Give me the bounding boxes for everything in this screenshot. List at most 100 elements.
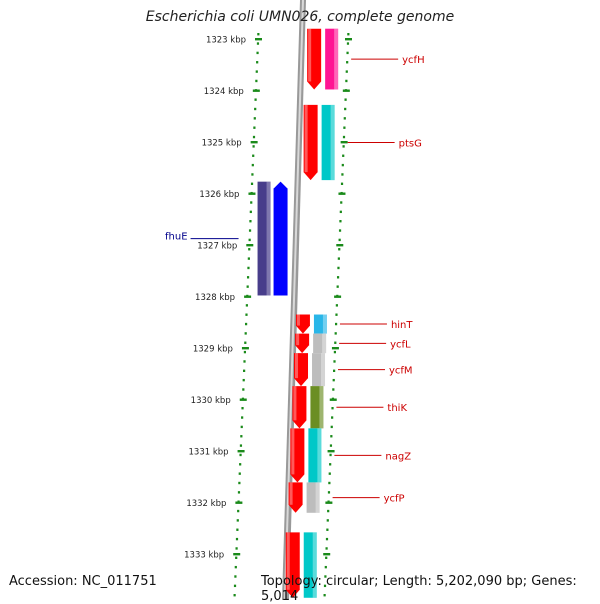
gene-arrow-shine	[308, 28, 312, 82]
gene-arrow-shine	[293, 386, 297, 421]
gene-cds-bar	[306, 482, 320, 513]
gene-label: nagZ	[385, 451, 411, 462]
gene-arrow	[307, 28, 322, 90]
guide-dot	[237, 509, 240, 513]
ruler-major-tick	[235, 501, 243, 504]
guide-dot	[253, 117, 256, 120]
gene-cds-shine	[312, 532, 317, 598]
gene-arrow-shine	[286, 532, 290, 590]
guide-dot	[330, 425, 333, 429]
map-title: Escherichia coli UMN026, complete genome	[145, 9, 455, 25]
guide-dot	[337, 266, 340, 270]
gene-label: fhuE	[165, 232, 188, 243]
ruler-major-tick-right	[345, 38, 352, 41]
gene-arrow-shine	[289, 482, 293, 505]
gene-arrow	[294, 353, 309, 387]
gene-label: ycfP	[384, 494, 405, 505]
gene-cds-shine	[322, 333, 327, 354]
ruler-major-tick-right	[340, 141, 348, 144]
guide-dot	[336, 285, 339, 288]
gene-nagZ	[290, 428, 322, 483]
guide-dot	[249, 220, 252, 223]
gene-arrow-shine	[295, 353, 299, 379]
guide-dot	[250, 182, 254, 185]
gene-ycfP	[288, 482, 320, 513]
ruler-tick-label: 1329 kbp	[193, 345, 233, 355]
guide-dot	[252, 135, 256, 139]
accession-label: Accession: NC_011751	[9, 574, 157, 589]
guide-dot	[241, 407, 244, 410]
ruler-major-tick	[233, 553, 241, 556]
gene-arrow-shine	[304, 104, 308, 173]
guide-dot	[254, 107, 257, 111]
gene-label: hinT	[391, 320, 413, 331]
guide-dot	[244, 322, 248, 326]
gene-cds-shine	[266, 181, 271, 296]
gene-ycfH	[307, 28, 339, 90]
guide-dot	[242, 378, 245, 382]
guide-dot	[251, 163, 254, 167]
guide-dot	[324, 565, 327, 569]
guide-dot	[342, 154, 345, 157]
guide-dot	[333, 350, 337, 354]
gene-cds-bar	[325, 28, 339, 90]
gene-arrow	[288, 482, 303, 513]
gene-hinT	[295, 314, 327, 334]
guide-dot	[246, 285, 249, 288]
ruler-major-tick	[237, 450, 245, 453]
guide-dot	[335, 304, 338, 307]
gene-cds-shine	[334, 28, 339, 90]
gene-label: thiK	[387, 403, 407, 414]
guide-dot	[346, 42, 350, 45]
ruler-major-tick-right	[334, 295, 342, 298]
ruler-ticks: 1323 kbp 1324 kbp 1325 kbp 1326 kbp 1327 kbp…	[184, 33, 352, 597]
ruler-major-tick	[248, 192, 256, 195]
ruler-major-tick-right	[342, 89, 350, 92]
guide-dot	[332, 378, 335, 382]
guide-dot	[243, 369, 246, 372]
guide-dot	[325, 547, 328, 550]
guide-dot	[334, 332, 337, 335]
ruler-major-tick	[241, 347, 249, 350]
guide-dot	[246, 276, 250, 279]
gene-cds-bar	[303, 532, 317, 598]
guide-dot	[235, 537, 239, 541]
gene-label: ycfH	[402, 55, 424, 66]
guide-dot	[249, 210, 252, 214]
guide-dot	[255, 79, 258, 83]
guide-dot	[346, 51, 349, 55]
guide-dot	[248, 229, 252, 232]
ruler-major-tick-right	[336, 244, 344, 247]
guide-dot	[339, 220, 342, 223]
guide-dot	[333, 369, 336, 372]
guide-dot	[247, 257, 250, 260]
gene-cds-bar	[313, 333, 327, 354]
gene-cds-shine	[319, 386, 324, 429]
gene-tracks	[257, 28, 339, 598]
guide-dot	[244, 341, 247, 344]
gene-ycfL	[295, 333, 327, 354]
guide-dot	[256, 61, 259, 64]
guide-dot	[343, 117, 346, 120]
guide-dot	[244, 332, 247, 335]
ruler-tick-label: 1333 kbp	[184, 551, 224, 561]
gene-cds-shine	[322, 314, 327, 334]
ruler-tick-label: 1325 kbp	[202, 139, 242, 149]
gene-arrow	[295, 314, 310, 334]
ruler-tick-label: 1324 kbp	[204, 87, 244, 97]
ruler-major-tick	[246, 244, 254, 247]
gene-ptsG	[303, 104, 335, 181]
guide-dot	[250, 201, 253, 204]
ruler-tick-label: 1327 kbp	[197, 242, 237, 252]
gene-cds-bar	[312, 353, 326, 387]
guide-dot	[344, 107, 347, 111]
guide-dot	[347, 33, 350, 36]
guide-dot	[257, 33, 260, 36]
guide-dot	[233, 594, 236, 597]
guide-dot	[236, 528, 239, 531]
ruler-major-tick-right	[323, 553, 331, 556]
ruler-major-tick-right	[331, 347, 339, 350]
guide-dot	[237, 491, 241, 494]
gene-cds-bar	[310, 386, 324, 429]
gene-cds-bar	[308, 428, 322, 483]
